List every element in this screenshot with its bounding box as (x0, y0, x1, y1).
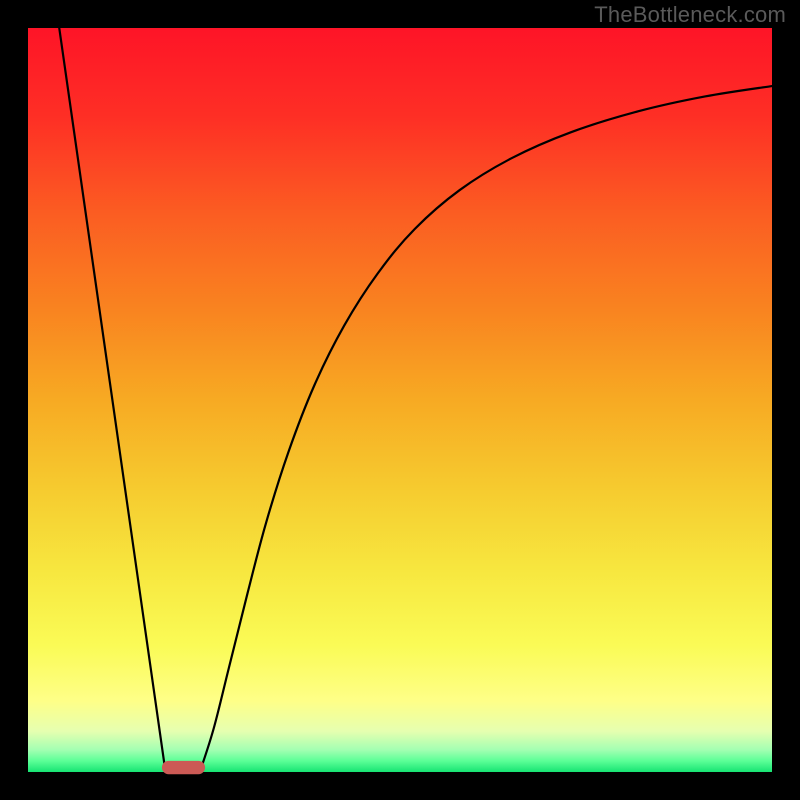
bottleneck-chart (0, 0, 800, 800)
chart-container: TheBottleneck.com (0, 0, 800, 800)
plot-background (28, 28, 772, 772)
minimum-marker (162, 761, 205, 774)
watermark-text: TheBottleneck.com (594, 2, 786, 28)
